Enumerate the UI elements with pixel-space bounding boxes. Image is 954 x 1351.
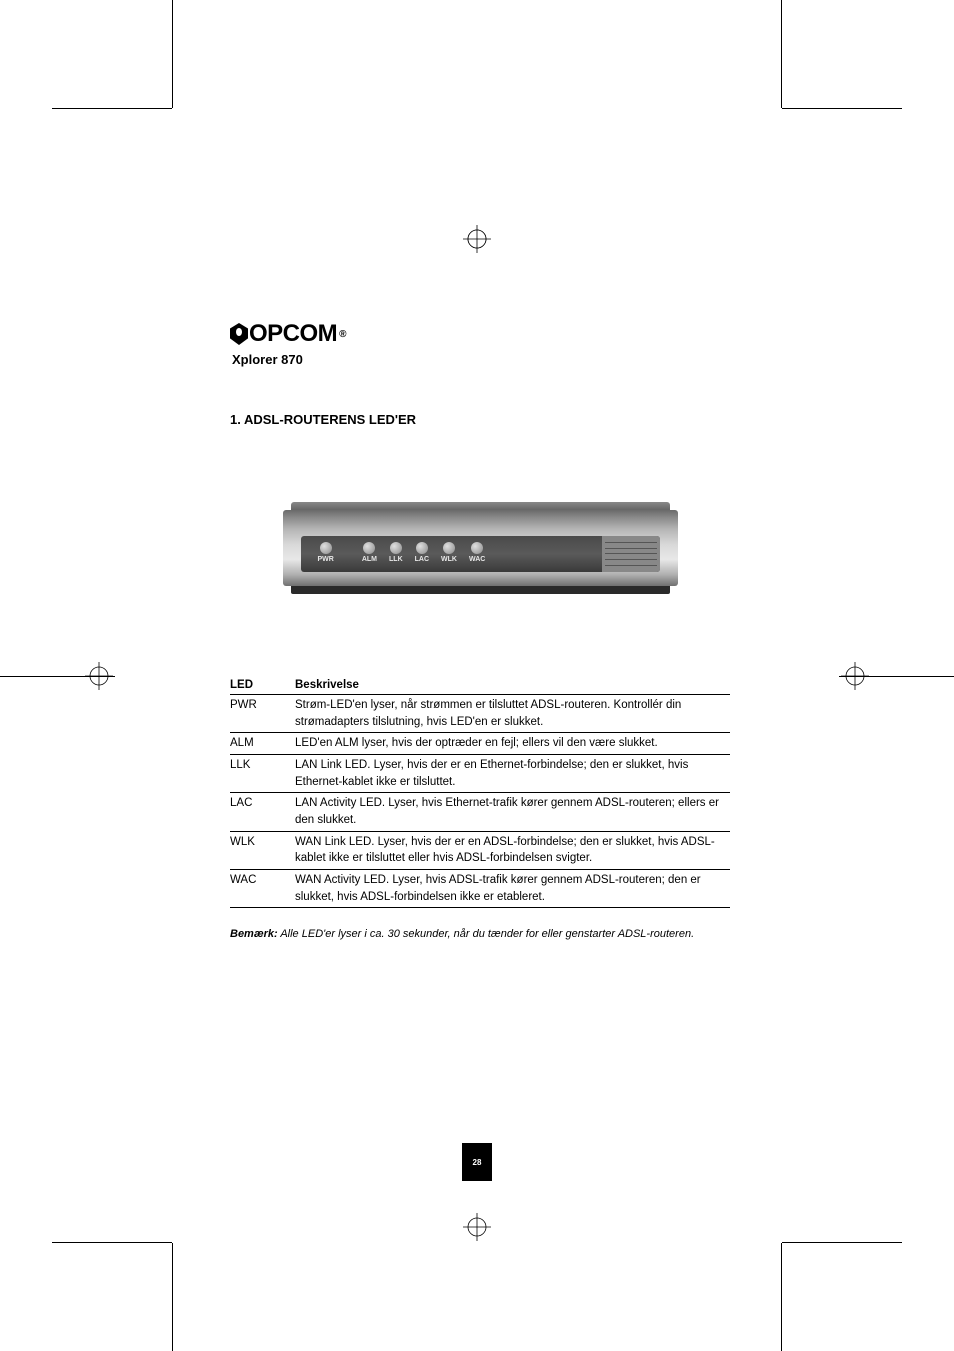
table-header-row: LED Beskrivelse [230, 676, 730, 695]
page-content: OPCOM® Xplorer 870 1. ADSL-ROUTERENS LED… [230, 320, 730, 940]
brand-name: OPCOM [249, 320, 337, 348]
device-led-lac: LAC [415, 542, 429, 563]
table-row: LAC LAN Activity LED. Lyser, hvis Ethern… [230, 793, 730, 831]
table-cell-desc: WAN Link LED. Lyser, hvis der er en ADSL… [295, 831, 730, 869]
table-cell-desc: LAN Activity LED. Lyser, hvis Ethernet-t… [295, 793, 730, 831]
table-row: PWR Strøm-LED'en lyser, når strømmen er … [230, 695, 730, 733]
table-cell-led: WAC [230, 870, 295, 908]
registration-mark [463, 225, 491, 253]
table-cell-led: LAC [230, 793, 295, 831]
led-dot-icon [363, 542, 375, 554]
crop-mark [781, 1243, 782, 1351]
device-illustration: PWR ALM LLK LAC WLK WAC [283, 502, 678, 594]
led-label: LLK [389, 556, 403, 563]
table-header-desc: Beskrivelse [295, 676, 730, 695]
led-dot-icon [471, 542, 483, 554]
crop-mark [52, 1242, 172, 1243]
device-led-llk: LLK [389, 542, 403, 563]
table-row: WLK WAN Link LED. Lyser, hvis der er en … [230, 831, 730, 869]
product-name: Xplorer 870 [232, 352, 730, 367]
table-cell-led: ALM [230, 733, 295, 755]
device-led-wac: WAC [469, 542, 485, 563]
led-label: WLK [441, 556, 457, 563]
table-cell-desc: LED'en ALM lyser, hvis der optræder en f… [295, 733, 730, 755]
device-base [291, 586, 670, 594]
registration-mark [85, 662, 113, 690]
registration-mark [841, 662, 869, 690]
crop-mark [782, 1242, 902, 1243]
device-led-wlk: WLK [441, 542, 457, 563]
note-text: Alle LED'er lyser i ca. 30 sekunder, når… [278, 928, 694, 940]
device-led-row: PWR ALM LLK LAC WLK WAC [318, 542, 498, 563]
crop-mark [781, 0, 782, 108]
brand-logo: OPCOM® [230, 320, 346, 348]
device-led-alm: ALM [362, 542, 377, 563]
page-number: 28 [462, 1143, 492, 1181]
led-dot-icon [320, 542, 332, 554]
logo-area: OPCOM® Xplorer 870 [230, 320, 730, 367]
table-cell-desc: WAN Activity LED. Lyser, hvis ADSL-trafi… [295, 870, 730, 908]
led-label: WAC [469, 556, 485, 563]
section-heading: 1. ADSL-ROUTERENS LED'ER [230, 412, 730, 427]
led-dot-icon [416, 542, 428, 554]
note-paragraph: Bemærk: Alle LED'er lyser i ca. 30 sekun… [230, 928, 730, 940]
led-label: PWR [318, 556, 334, 563]
crop-mark [172, 1243, 173, 1351]
table-row: WAC WAN Activity LED. Lyser, hvis ADSL-t… [230, 870, 730, 908]
crop-mark [782, 108, 902, 109]
led-label: LAC [415, 556, 429, 563]
table-cell-led: LLK [230, 755, 295, 793]
registered-mark: ® [339, 329, 346, 340]
table-cell-led: PWR [230, 695, 295, 733]
table-cell-desc: Strøm-LED'en lyser, når strømmen er tils… [295, 695, 730, 733]
crop-mark [52, 108, 172, 109]
table-row: LLK LAN Link LED. Lyser, hvis der er en … [230, 755, 730, 793]
led-description-table: LED Beskrivelse PWR Strøm-LED'en lyser, … [230, 676, 730, 908]
table-row: ALM LED'en ALM lyser, hvis der optræder … [230, 733, 730, 755]
registration-mark [463, 1213, 491, 1241]
logo-shield-icon [230, 323, 248, 345]
device-grille [602, 536, 660, 572]
note-label: Bemærk: [230, 928, 278, 940]
crop-mark [172, 0, 173, 108]
led-dot-icon [390, 542, 402, 554]
table-header-led: LED [230, 676, 295, 695]
device-led-pwr: PWR [318, 542, 334, 563]
led-label: ALM [362, 556, 377, 563]
table-cell-desc: LAN Link LED. Lyser, hvis der er en Ethe… [295, 755, 730, 793]
table-cell-led: WLK [230, 831, 295, 869]
led-dot-icon [443, 542, 455, 554]
